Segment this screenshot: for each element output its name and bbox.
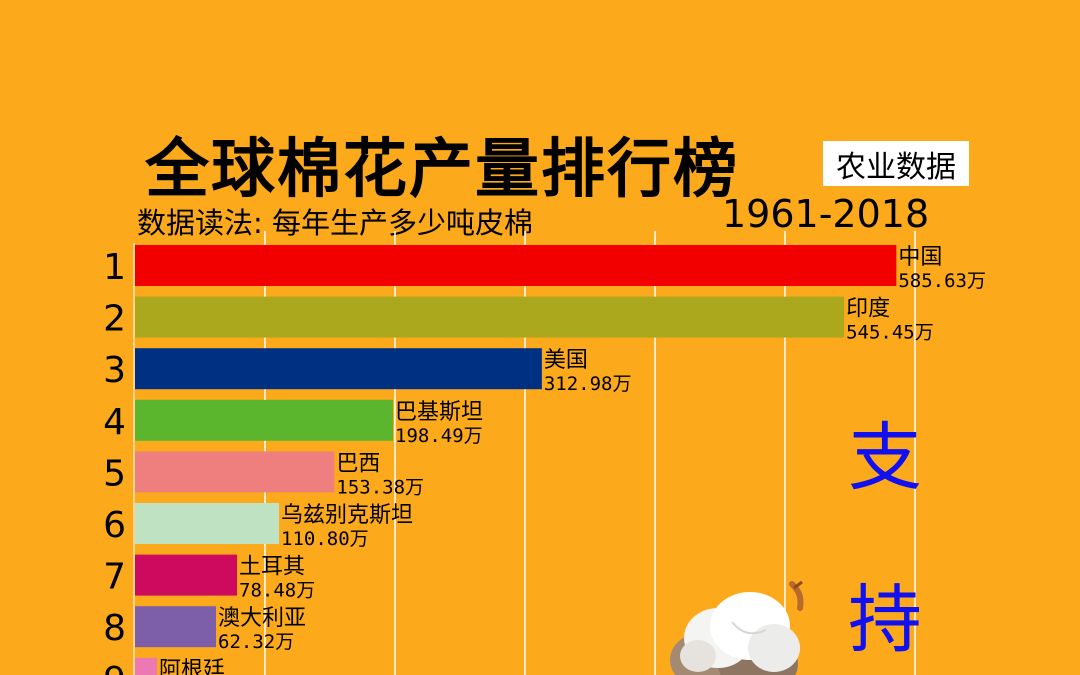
rank-label: 8 [103, 608, 126, 649]
bar-4 [135, 399, 394, 441]
country-label: 美国 [544, 348, 588, 373]
chart-subtitle: 数据读法: 每年生产多少吨皮棉 [137, 206, 533, 240]
country-label: 澳大利亚 [218, 606, 306, 631]
bar-7 [135, 554, 238, 596]
bar-5 [135, 451, 335, 493]
country-label: 中国 [898, 245, 942, 270]
country-label: 巴西 [336, 451, 380, 476]
value-label: 62.32万 [218, 631, 294, 653]
rank-label: 1 [103, 247, 126, 288]
year-range: 1961-2018 [722, 192, 930, 236]
cotton-boll-icon [670, 580, 804, 675]
country-label: 印度 [846, 297, 890, 322]
rank-label: 4 [103, 402, 126, 443]
bar-1 [135, 245, 897, 286]
side-text-char-1: 支 [848, 415, 922, 501]
value-label: 110.80万 [281, 528, 369, 550]
rank-label: 2 [103, 299, 126, 340]
bar-2 [135, 296, 845, 338]
bar-6 [135, 503, 280, 544]
rank-label: 6 [103, 505, 126, 546]
bar-8 [135, 606, 217, 648]
country-label: 乌兹别克斯坦 [281, 503, 413, 528]
value-label: 78.48万 [239, 580, 315, 602]
country-label: 巴基斯坦 [395, 400, 483, 425]
rank-label: 7 [103, 557, 126, 598]
value-label: 585.63万 [898, 270, 986, 292]
chart-title: 全球棉花产量排行榜 [145, 133, 739, 207]
country-label: 土耳其 [239, 555, 305, 580]
category-badge: 农业数据 [823, 141, 969, 186]
rank-label: 9 [103, 660, 126, 675]
value-label: 198.49万 [395, 425, 483, 447]
country-label: 阿根廷 [159, 658, 225, 675]
rank-label: 5 [103, 453, 126, 494]
value-label: 545.45万 [846, 322, 934, 344]
value-label: 312.98万 [544, 373, 632, 395]
rank-label: 3 [103, 350, 126, 391]
bar-3 [135, 348, 542, 390]
side-text-char-2: 持 [848, 577, 922, 663]
bar-9 [135, 657, 157, 675]
value-label: 153.38万 [336, 476, 424, 498]
